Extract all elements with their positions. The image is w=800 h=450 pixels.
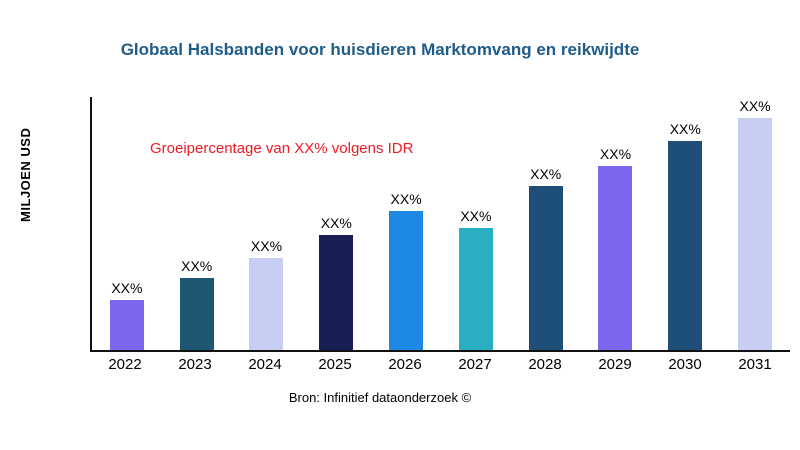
bar-group: XX% [720,98,790,350]
bar-value-label: XX% [669,121,701,137]
bar-group: XX% [581,146,651,350]
bar-value-label: XX% [599,146,632,162]
bar-group: XX% [441,208,511,350]
plot-area: XX% XX% XX% XX% XX% XX% XX% XX% XX% XX% [90,97,790,352]
bar [598,166,633,350]
bar [458,228,493,350]
bar-value-label: XX% [250,238,283,254]
bar-group: XX% [301,215,371,350]
y-axis-label: MILJOEN USD [18,127,33,223]
bar-value-label: XX% [460,208,492,224]
bar-group: XX% [371,191,441,350]
x-axis-labels: 2022 2023 2024 2025 2026 2027 2028 2029 2030 2031 [90,356,790,373]
x-axis-tick: 2022 [108,356,142,373]
bar [179,278,214,350]
bar-value-label: XX% [111,280,143,296]
bar-group: XX% [92,280,162,350]
bar-group: XX% [232,238,302,350]
bar [109,300,144,350]
x-axis-tick: 2023 [178,356,212,373]
chart-title: Globaal Halsbanden voor huisdieren Markt… [120,40,640,59]
bar-value-label: XX% [739,98,771,114]
bar-group: XX% [511,166,581,350]
bar [249,258,284,350]
x-axis-tick: 2031 [738,356,772,373]
bar-group: XX% [162,258,232,350]
bar-group: XX% [650,121,720,350]
x-axis-tick: 2030 [668,356,702,373]
source-note: Bron: Infinitief dataonderzoek © [288,390,472,405]
x-axis-tick: 2028 [528,356,562,373]
x-axis-tick: 2025 [318,356,352,373]
bar [389,211,424,350]
bar-value-label: XX% [181,258,213,274]
bar-value-label: XX% [530,166,562,182]
x-axis-tick: 2024 [248,356,282,373]
bar [668,141,703,350]
growth-annotation: Groeipercentage van XX% volgens IDR [150,140,414,157]
bar-value-label: XX% [390,191,422,207]
bar [319,235,354,350]
bar [738,118,773,350]
x-axis-tick: 2029 [598,356,632,373]
x-axis-tick: 2027 [458,356,492,373]
x-axis-tick: 2026 [388,356,422,373]
bar-value-label: XX% [320,215,352,231]
bar [528,186,563,350]
